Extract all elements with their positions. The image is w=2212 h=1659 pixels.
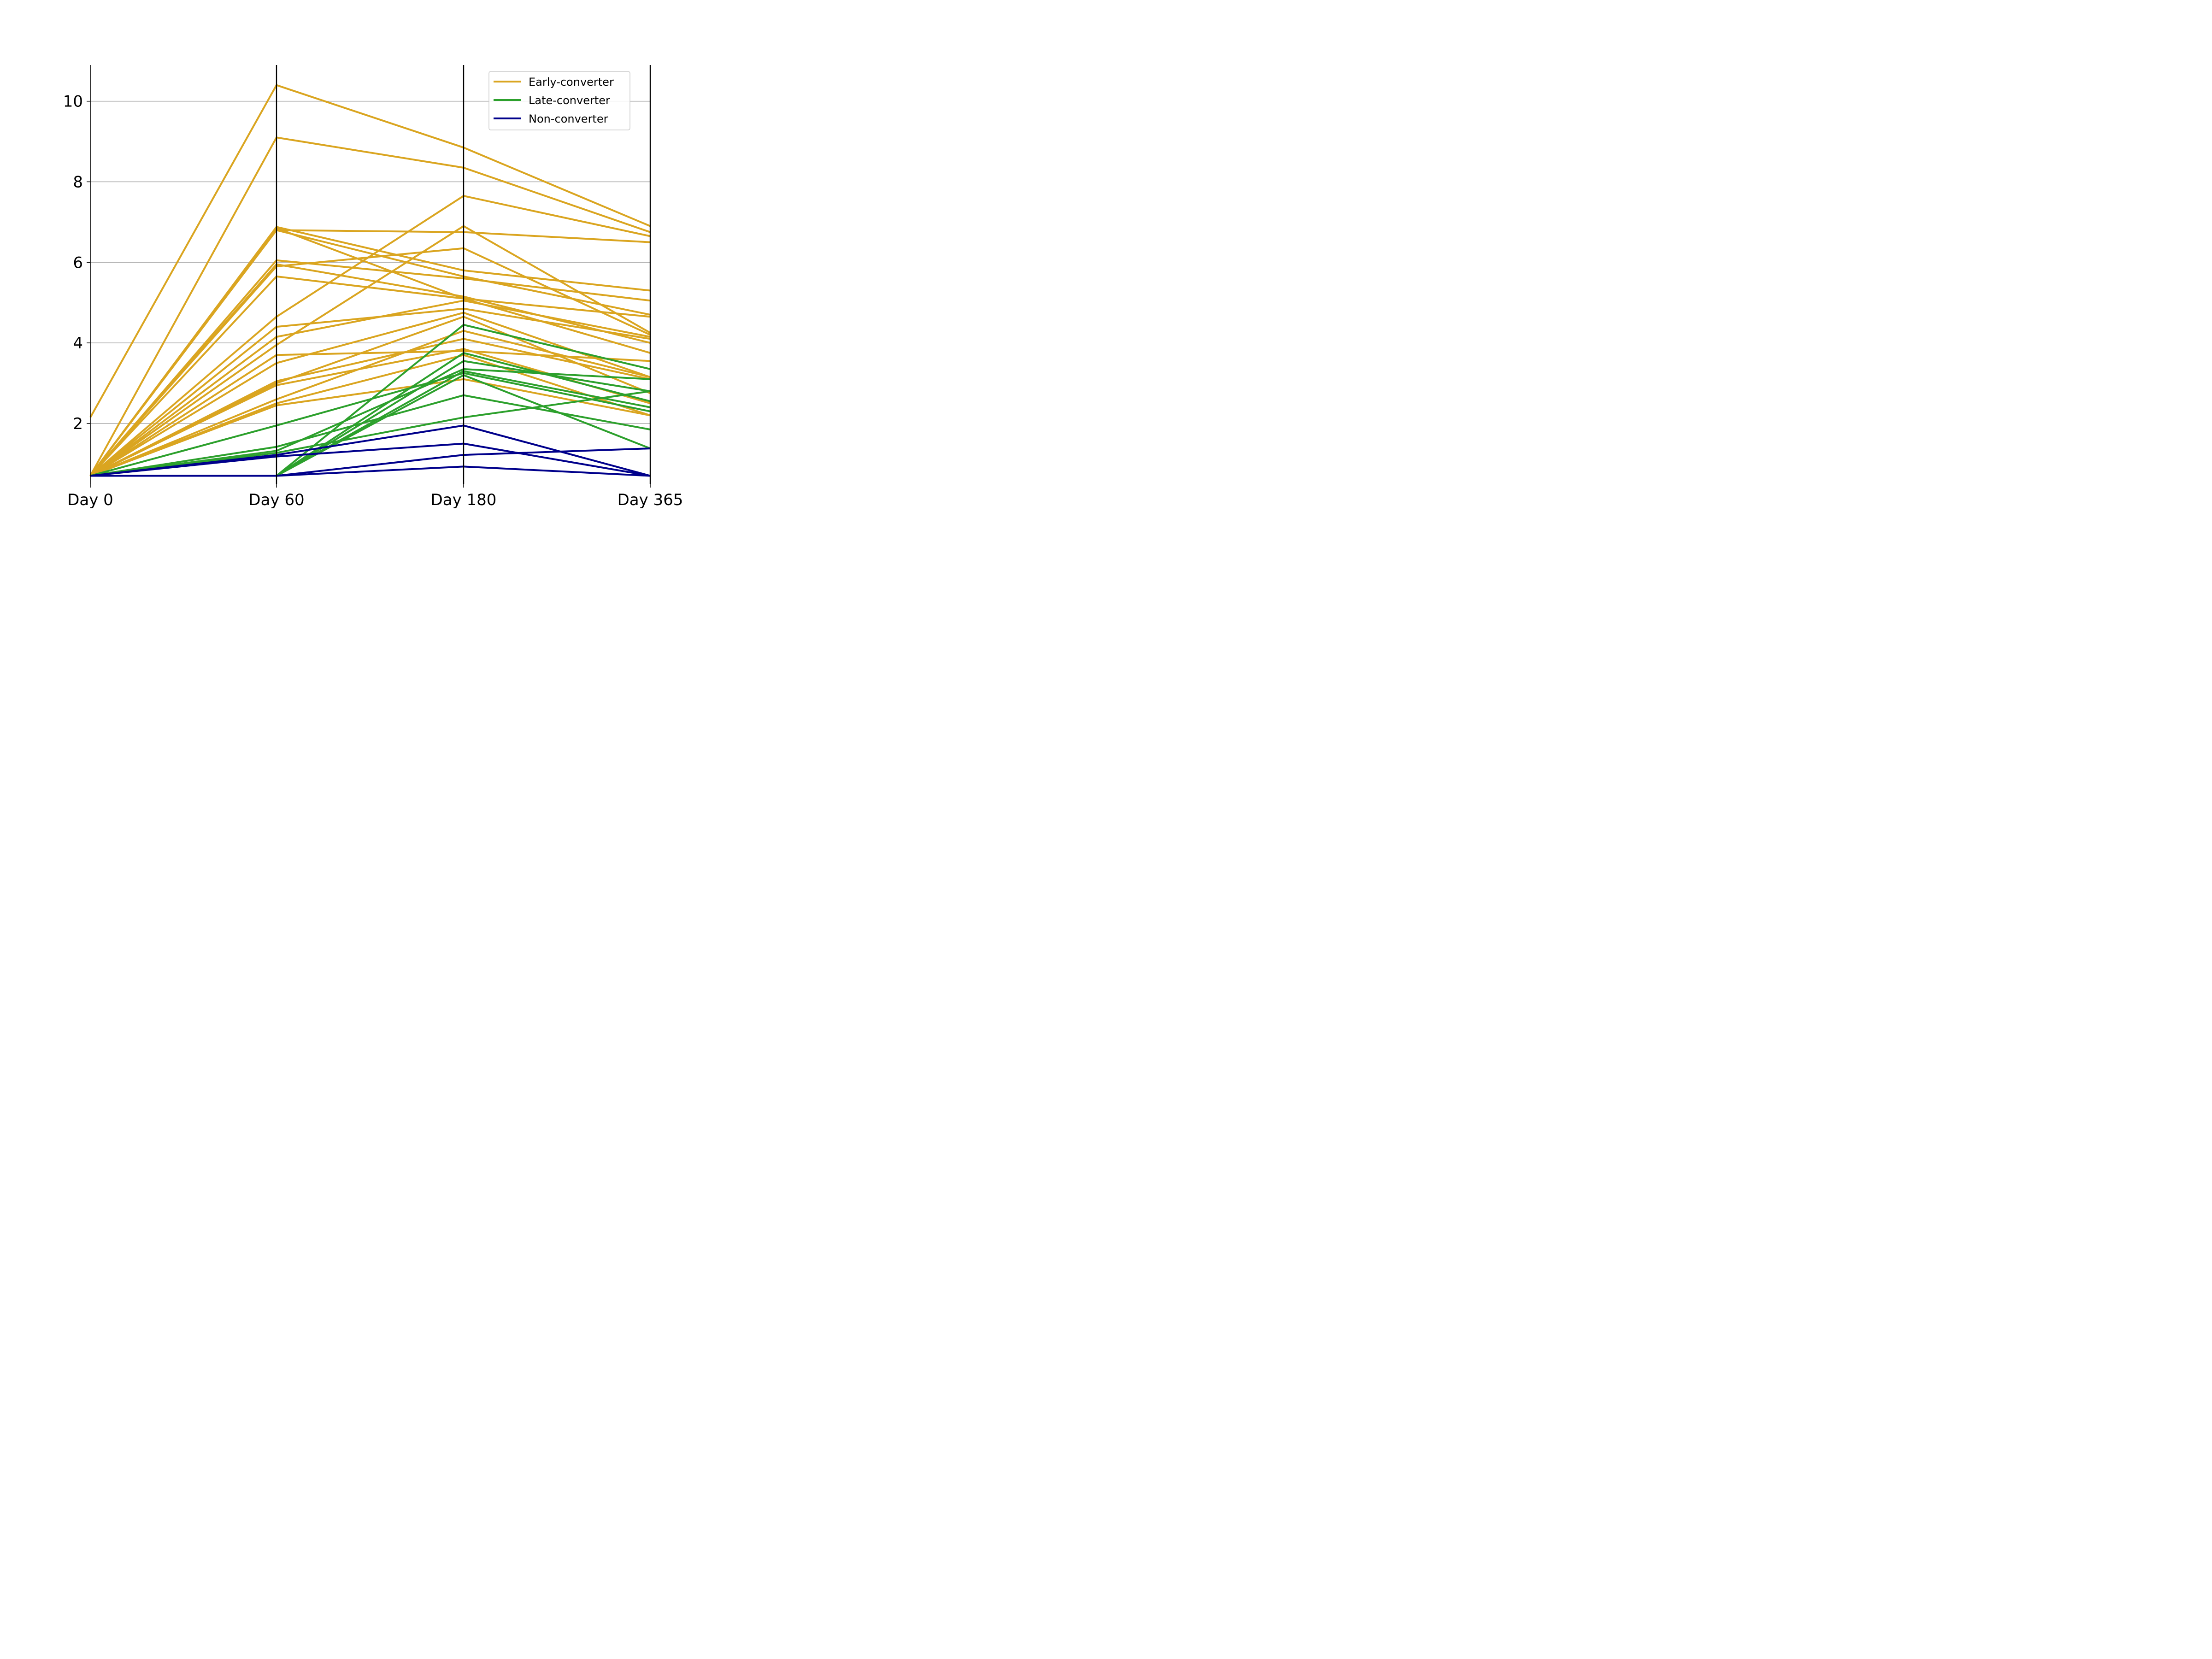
series-line-early-converter <box>89 300 651 477</box>
series-line-early-converter <box>89 225 651 477</box>
series-line-early-converter <box>89 227 651 477</box>
series-line-early-converter <box>89 312 651 477</box>
legend-label: Non-converter <box>529 112 608 125</box>
y-tick-label: 2 <box>73 415 83 433</box>
legend-label: Early-converter <box>529 76 614 88</box>
series-line-early-converter <box>89 263 651 477</box>
y-tick-label: 8 <box>73 173 83 191</box>
series-line-early-converter <box>89 350 651 477</box>
category-axes <box>90 65 651 488</box>
series-line-non-converter <box>90 442 651 477</box>
x-tick-label: Day 0 <box>67 491 113 509</box>
y-tick-label: 6 <box>73 253 83 272</box>
series-line-non-converter <box>90 465 651 477</box>
y-tick-labels: 2 4 6 8 10 <box>63 93 90 433</box>
x-tick-label: Day 180 <box>431 491 497 509</box>
series-line-late-converter <box>90 390 651 477</box>
y-tick-label: 4 <box>73 334 83 353</box>
series-line-early-converter <box>89 84 651 418</box>
series-line-early-converter <box>89 307 651 477</box>
series-line-early-converter <box>89 195 651 477</box>
x-tick-label: Day 60 <box>248 491 304 509</box>
series-line-early-converter <box>90 329 651 477</box>
series-line-early-converter <box>89 275 651 477</box>
y-tick-label: 10 <box>63 93 83 111</box>
series-lines <box>89 84 651 477</box>
x-tick-labels: Day 0 Day 60 Day 180 Day 365 <box>67 491 683 509</box>
parallel-coordinates-chart: 2 4 6 8 10 Day 0 Day 60 Day 180 Day 365 Early-c… <box>63 65 683 509</box>
series-line-early-converter <box>89 259 651 477</box>
legend-label: Late-converter <box>529 94 610 107</box>
grid-lines <box>90 100 650 424</box>
legend: Early-converter Late-converter Non-convert… <box>488 71 630 130</box>
series-line-early-converter <box>90 354 651 477</box>
x-tick-label: Day 365 <box>618 491 683 509</box>
legend-box <box>488 71 630 130</box>
series-line-early-converter <box>90 378 651 477</box>
series-line-late-converter <box>90 368 651 477</box>
series-line-early-converter <box>89 136 651 477</box>
